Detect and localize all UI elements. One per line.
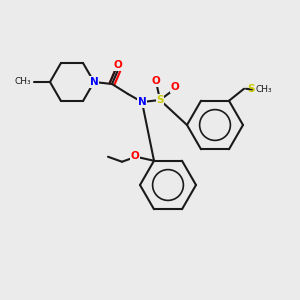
Text: CH₃: CH₃ [14,77,31,86]
Text: O: O [152,76,160,86]
Text: S: S [156,95,164,105]
Text: CH₃: CH₃ [256,85,273,94]
Text: N: N [138,97,146,107]
Text: O: O [130,151,140,161]
Text: O: O [114,60,122,70]
Text: O: O [171,82,179,92]
Text: N: N [90,77,98,87]
Text: S: S [247,84,254,94]
